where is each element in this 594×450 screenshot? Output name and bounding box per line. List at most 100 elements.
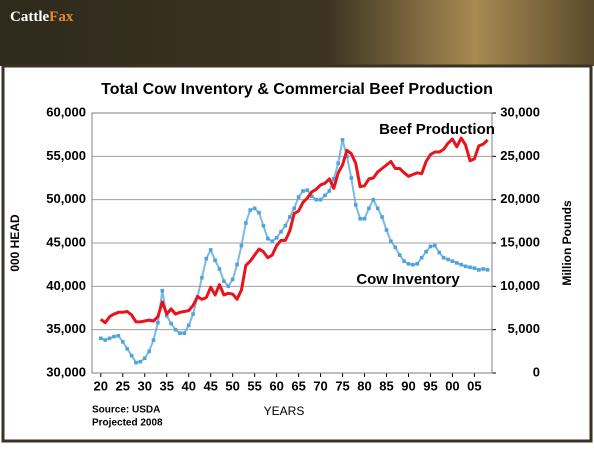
marker (305, 188, 310, 192)
marker (384, 228, 389, 232)
marker (459, 262, 464, 267)
series-label: Cow Inventory (356, 271, 460, 288)
marker (309, 194, 314, 198)
marker (160, 288, 165, 293)
series-label: Beef Production (379, 121, 495, 138)
x-tick-label: 60 (269, 378, 283, 393)
marker (481, 267, 486, 271)
y2-tick-label: 5,000 (507, 321, 540, 336)
x-tick-label: 40 (181, 378, 195, 393)
x-tick-label: 45 (203, 378, 217, 393)
y2-tick-label: 20,000 (500, 191, 540, 206)
marker (371, 197, 376, 202)
marker (468, 265, 472, 270)
marker (340, 138, 345, 142)
marker (472, 266, 477, 270)
marker (389, 239, 393, 244)
marker (455, 261, 459, 265)
marker (222, 279, 226, 283)
marker (134, 360, 138, 365)
logo: CattleFax (10, 9, 74, 25)
marker (125, 346, 129, 351)
marker (419, 255, 424, 260)
marker (375, 206, 380, 211)
marker (213, 258, 217, 263)
marker (428, 244, 433, 249)
marker (138, 359, 143, 364)
y2-axis-label: Million Pounds (560, 200, 574, 286)
header-band (0, 0, 594, 66)
marker (116, 333, 121, 338)
marker (288, 215, 292, 219)
marker (323, 193, 327, 198)
marker (217, 267, 222, 271)
marker (186, 323, 191, 328)
marker (208, 248, 213, 252)
y-tick-label: 30,000 (46, 364, 86, 379)
marker (107, 336, 112, 341)
marker (331, 177, 336, 181)
chart-title: Total Cow Inventory & Commercial Beef Pr… (101, 81, 493, 98)
marker (191, 312, 195, 316)
y-axis-label: 000 HEAD (8, 214, 22, 272)
marker (402, 259, 406, 263)
x-tick-label: 80 (357, 378, 371, 393)
logo-main: Cattle (10, 9, 49, 25)
annotation: Projected 2008 (92, 418, 163, 429)
marker (446, 257, 450, 262)
y-tick-label: 45,000 (46, 234, 86, 249)
x-tick-label: 85 (379, 378, 393, 393)
y-tick-label: 50,000 (46, 191, 86, 206)
y-tick-label: 35,000 (46, 321, 86, 336)
y-tick-label: 60,000 (46, 104, 86, 119)
marker (450, 259, 455, 263)
marker (147, 349, 151, 354)
marker (244, 221, 248, 225)
marker (235, 262, 239, 267)
x-tick-label: 95 (423, 378, 437, 393)
y2-tick-label: 30,000 (500, 104, 540, 119)
marker (327, 189, 332, 193)
marker (173, 327, 178, 332)
y2-tick-label: 0 (533, 364, 540, 379)
y2-tick-label: 10,000 (500, 278, 540, 293)
marker (204, 256, 209, 261)
plot-frame (91, 112, 493, 374)
marker (156, 320, 160, 325)
marker (248, 208, 253, 212)
marker (367, 206, 371, 211)
marker (164, 314, 169, 318)
marker (270, 239, 275, 244)
marker (98, 336, 103, 341)
y2-tick-label: 25,000 (500, 148, 540, 163)
marker (345, 154, 349, 159)
marker (441, 255, 446, 260)
marker (178, 331, 182, 335)
marker (169, 321, 173, 326)
marker (200, 275, 204, 280)
x-tick-label: 65 (291, 378, 305, 393)
x-tick-label: 00 (445, 378, 459, 393)
marker (393, 245, 398, 250)
marker (349, 176, 354, 180)
x-tick-label: 70 (313, 378, 327, 393)
marker (336, 161, 340, 166)
x-axis-label: YEARS (264, 404, 305, 418)
marker (129, 353, 134, 358)
marker (314, 197, 318, 202)
marker (477, 268, 481, 272)
x-tick-label: 50 (225, 378, 239, 393)
marker (239, 243, 244, 248)
marker (266, 236, 270, 241)
marker (292, 206, 296, 211)
marker (182, 331, 187, 335)
marker (318, 197, 323, 202)
slide-frame (1, 64, 593, 443)
marker (353, 203, 358, 207)
marker (279, 229, 283, 234)
marker (230, 277, 235, 282)
marker (411, 262, 415, 267)
logo-accent: Fax (49, 9, 74, 25)
